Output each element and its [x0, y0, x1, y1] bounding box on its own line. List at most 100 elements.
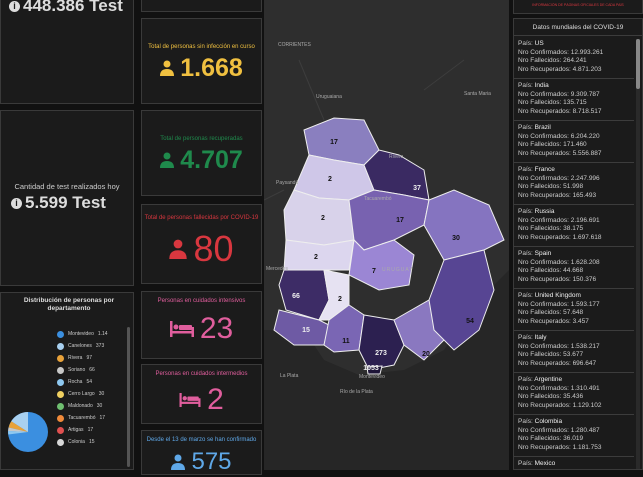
- pie-slice-rocha[interactable]: [8, 431, 28, 435]
- legend-dot: [57, 330, 64, 338]
- country-item[interactable]: País: France Nro Confirmados: 2.247.996 …: [514, 163, 634, 205]
- uruguay-map[interactable]: 17 2 37 2 17 30 2 7 66 2 15 11 273 20 54…: [264, 0, 509, 470]
- dept-montevideo[interactable]: [366, 365, 383, 375]
- legend-item[interactable]: Tacuarembó 17: [57, 412, 127, 424]
- world-data-panel: Datos mundiales del COVID-19 País: US Nr…: [513, 18, 643, 470]
- dept-rocha[interactable]: [428, 249, 495, 351]
- hospital-bed-icon: [169, 321, 194, 337]
- country-item[interactable]: País: US Nro Confirmados: 12.993.261 Nro…: [514, 37, 634, 79]
- tests-today-value: 5.599 Test: [25, 193, 106, 212]
- dept-rio-negro[interactable]: [283, 239, 355, 271]
- kpi-top-partial: [141, 0, 262, 12]
- map-label-corrientes: CORRIENTES: [278, 42, 311, 48]
- legend-dot: [57, 438, 64, 446]
- map-view[interactable]: 17 2 37 2 17 30 2 7 66 2 15 11 273 20 54…: [264, 0, 509, 470]
- map-count-lavalleja: 20: [422, 351, 430, 358]
- map-label-rio-de-la-plata: Río de la Plata: [340, 389, 373, 395]
- legend-item[interactable]: Canelones 373: [57, 340, 127, 352]
- map-count-flores: 2: [338, 296, 342, 303]
- map-count-tacuarembo: 17: [396, 217, 404, 224]
- country-item[interactable]: País: Argentine Nro Confirmados: 1.310.4…: [514, 373, 634, 415]
- map-label-santa-maria: Santa Maria: [464, 91, 491, 97]
- kpi-intensive-care: Personas en cuidados intensivos 23: [141, 291, 262, 359]
- tests-today-panel: Cantidad de test realizados hoy i 5.599 …: [0, 110, 134, 286]
- map-count-canelones: 273: [375, 350, 387, 357]
- legend-item[interactable]: Artigas 17: [57, 424, 127, 436]
- kpi-title: Personas en cuidados intensivos: [157, 298, 246, 304]
- pie-slice-soriano[interactable]: [8, 427, 28, 433]
- distribution-legend: Montevideo 1.14 Canelones 373 Rivera 97 Sor…: [57, 328, 127, 448]
- kpi-value: 23: [199, 312, 234, 345]
- map-count-artigas: 17: [330, 139, 338, 146]
- map-count-paysandu: 2: [321, 215, 325, 222]
- map-count-rocha: 54: [466, 318, 474, 325]
- info-icon: i: [9, 0, 20, 12]
- kpi-value: 4.707: [180, 145, 243, 174]
- distribution-title: Distribución de personas por departament…: [23, 297, 115, 312]
- legend-item[interactable]: Maldonado 30: [57, 400, 127, 412]
- map-label-paysandu: Paysandú: [276, 180, 298, 186]
- person-icon: [171, 454, 186, 470]
- legend-dot: [57, 366, 64, 374]
- map-count-soriano: 66: [292, 293, 300, 300]
- legend-item[interactable]: Rocha 54: [57, 376, 127, 388]
- map-count-rio-negro: 2: [314, 254, 318, 261]
- world-header-panel: INFORMACIÓN DE PÁGINAS OFICIALES DE CADA…: [513, 0, 643, 14]
- world-data-title: Datos mundiales del COVID-19: [514, 19, 642, 36]
- pie-slice-rivera[interactable]: [8, 421, 28, 432]
- country-item[interactable]: País: United Kingdom Nro Confirmados: 1.…: [514, 289, 634, 331]
- country-item[interactable]: País: Spain Nro Confirmados: 1.628.208 N…: [514, 247, 634, 289]
- map-count-salto: 2: [328, 176, 332, 183]
- pie-slice-canelones[interactable]: [11, 412, 28, 432]
- world-list-scrollbar[interactable]: [636, 39, 640, 469]
- kpi-title: Total de personas fallecidas por COVID-1…: [144, 215, 259, 221]
- legend-dot: [57, 426, 64, 434]
- dept-durazno[interactable]: [348, 238, 415, 291]
- legend-item[interactable]: Colonia 15: [57, 436, 127, 448]
- scrollbar-thumb[interactable]: [636, 39, 640, 89]
- kpi-value: 80: [193, 228, 234, 269]
- kpi-title: Personas en cuidados intermedios: [155, 371, 248, 377]
- map-label-mercedes: Mercedes: [266, 266, 288, 272]
- legend-item[interactable]: Rivera 97: [57, 352, 127, 364]
- map-label-rivera: Rivera: [389, 154, 404, 160]
- person-icon: [160, 152, 175, 168]
- rio-de-la-plata-water: [264, 270, 509, 470]
- map-count-rivera: 37: [413, 185, 421, 192]
- tests-today-label: Cantidad de test realizados hoy: [14, 182, 120, 191]
- legend-dot: [57, 390, 64, 398]
- world-header-note: INFORMACIÓN DE PÁGINAS OFICIALES DE CADA…: [532, 3, 624, 7]
- distribution-panel: Distribución de personas por departament…: [0, 292, 134, 470]
- kpi-title: Total de personas recuperadas: [160, 136, 243, 142]
- country-item[interactable]: País: Mexico: [514, 457, 634, 469]
- kpi-deaths: Total de personas fallecidas por COVID-1…: [141, 204, 262, 284]
- legend-dot: [57, 354, 64, 362]
- country-item[interactable]: País: Colombia Nro Confirmados: 1.280.48…: [514, 415, 634, 457]
- world-country-list[interactable]: País: US Nro Confirmados: 12.993.261 Nro…: [514, 37, 634, 469]
- map-label-la-plata: La Plata: [280, 373, 299, 379]
- legend-item[interactable]: Soriano 66: [57, 364, 127, 376]
- map-label-montevideo: Montevideo: [359, 374, 385, 380]
- kpi-confirmed: Desde el 13 de marzo se han confirmado 5…: [141, 430, 262, 475]
- kpi-title: Total de personas sin infección en curso: [148, 44, 255, 50]
- legend-dot: [57, 402, 64, 410]
- kpi-value: 1.668: [180, 53, 243, 82]
- dept-cerro-largo[interactable]: [423, 189, 505, 261]
- legend-scrollbar[interactable]: [127, 327, 130, 467]
- info-icon: i: [11, 197, 22, 209]
- map-label-uruguay: URUGUAY: [382, 267, 414, 273]
- map-count-durazno: 7: [372, 268, 376, 275]
- kpi-no-infection: Total de personas sin infección en curso…: [141, 18, 262, 104]
- country-item[interactable]: País: India Nro Confirmados: 9.309.787 N…: [514, 79, 634, 121]
- hospital-bed-icon: [179, 393, 201, 407]
- map-count-cerro-largo: 30: [452, 235, 460, 242]
- map-label-uruguaiana: Uruguaiana: [316, 94, 342, 100]
- distribution-pie-chart[interactable]: [3, 407, 53, 457]
- country-item[interactable]: País: Brazil Nro Confirmados: 6.204.220 …: [514, 121, 634, 163]
- legend-item[interactable]: Montevideo 1.14: [57, 328, 127, 340]
- country-item[interactable]: País: Italy Nro Confirmados: 1.538.217 N…: [514, 331, 634, 373]
- legend-dot: [57, 342, 64, 350]
- person-icon: [169, 239, 188, 259]
- legend-item[interactable]: Cerro Largo 30: [57, 388, 127, 400]
- country-item[interactable]: País: Russia Nro Confirmados: 2.196.691 …: [514, 205, 634, 247]
